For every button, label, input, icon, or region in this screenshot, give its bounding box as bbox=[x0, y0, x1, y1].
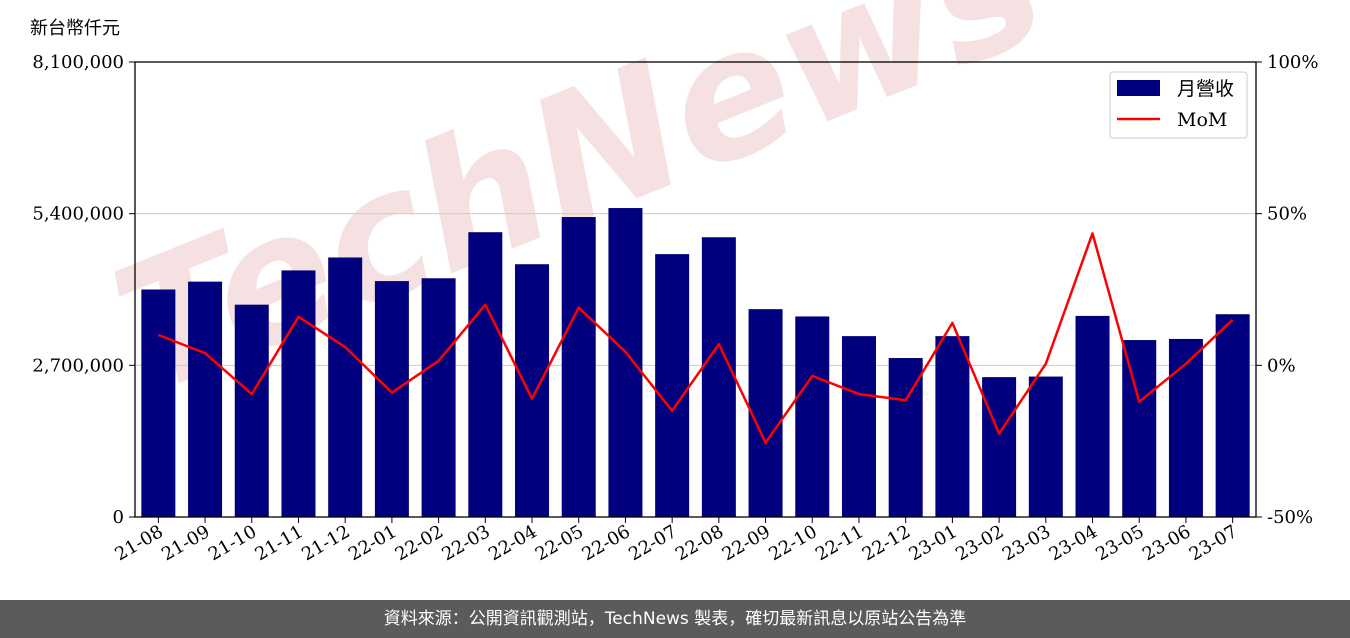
y-axis-unit-label: 新台幣仟元 bbox=[30, 18, 120, 39]
bar-22-01 bbox=[374, 281, 409, 517]
x-tick-label: 22-05 bbox=[532, 521, 587, 565]
x-tick-label: 22-08 bbox=[672, 521, 727, 565]
bar-23-01 bbox=[935, 336, 970, 517]
mom-line bbox=[157, 232, 1234, 444]
x-tick-label: 21-12 bbox=[298, 521, 353, 565]
x-tick-label: 22-01 bbox=[345, 521, 400, 565]
bar-22-11 bbox=[841, 336, 876, 517]
bar-23-07 bbox=[1215, 314, 1250, 517]
x-tick-label: 22-11 bbox=[812, 521, 867, 565]
plot-frame bbox=[134, 61, 1257, 518]
bar-21-10 bbox=[234, 304, 269, 517]
x-tick-label: 22-10 bbox=[765, 521, 820, 565]
y-right-tick-label: 100% bbox=[1267, 52, 1318, 73]
bar-21-09 bbox=[188, 281, 223, 517]
bar-22-05 bbox=[561, 217, 596, 517]
bar-21-11 bbox=[281, 270, 316, 517]
x-tick-label: 22-07 bbox=[625, 521, 680, 565]
bar-21-08 bbox=[141, 289, 176, 517]
bar-22-03 bbox=[468, 232, 503, 517]
x-tick-label: 23-03 bbox=[999, 521, 1054, 565]
x-tick-label: 22-06 bbox=[578, 521, 633, 565]
source-footer: 資料來源：公開資訊觀測站，TechNews 製表，確切最新訊息以原站公告為準 bbox=[0, 600, 1350, 638]
x-tick-label: 22-12 bbox=[859, 521, 914, 565]
x-tick-label: 21-11 bbox=[252, 521, 307, 565]
bar-23-04 bbox=[1075, 315, 1110, 517]
x-tick-label: 23-06 bbox=[1139, 521, 1194, 565]
x-tick-label: 23-05 bbox=[1092, 521, 1147, 565]
bar-22-07 bbox=[655, 254, 690, 517]
legend-label-mom: MoM bbox=[1177, 109, 1227, 131]
x-tick-label: 21-09 bbox=[158, 521, 213, 565]
bar-23-06 bbox=[1168, 338, 1203, 517]
y-left-tick-label: 0 bbox=[113, 507, 124, 528]
x-tick-label: 23-07 bbox=[1186, 521, 1241, 565]
x-tick-label: 22-02 bbox=[392, 521, 447, 565]
bar-22-02 bbox=[421, 278, 456, 517]
y-right-tick-label: 50% bbox=[1267, 204, 1307, 225]
x-tick-label: 22-03 bbox=[438, 521, 493, 565]
legend-swatch-revenue bbox=[1117, 80, 1160, 96]
legend-label-revenue: 月營收 bbox=[1177, 78, 1234, 100]
bar-23-05 bbox=[1122, 340, 1157, 517]
x-tick-label: 23-02 bbox=[952, 521, 1007, 565]
revenue-chart: TechNews02,700,0005,400,0008,100,000-50%… bbox=[32, 0, 1318, 565]
bar-22-08 bbox=[701, 237, 736, 517]
x-tick-label: 23-01 bbox=[905, 521, 960, 565]
x-tick-label: 21-10 bbox=[205, 521, 260, 565]
bar-22-10 bbox=[795, 316, 830, 517]
y-left-tick-label: 2,700,000 bbox=[32, 355, 124, 376]
bar-23-02 bbox=[982, 377, 1017, 517]
x-tick-label: 22-04 bbox=[485, 521, 540, 565]
x-tick-label: 23-04 bbox=[1046, 521, 1101, 565]
y-left-tick-label: 5,400,000 bbox=[32, 204, 124, 225]
bar-22-09 bbox=[748, 309, 783, 517]
bar-22-06 bbox=[608, 208, 643, 517]
y-left-tick-label: 8,100,000 bbox=[32, 52, 124, 73]
x-tick-label: 22-09 bbox=[719, 521, 774, 565]
bar-22-12 bbox=[888, 358, 923, 517]
bar-21-12 bbox=[328, 257, 363, 517]
bar-22-04 bbox=[515, 264, 550, 517]
bar-23-03 bbox=[1028, 376, 1063, 517]
y-right-tick-label: -50% bbox=[1267, 507, 1313, 528]
y-right-tick-label: 0% bbox=[1267, 355, 1296, 376]
